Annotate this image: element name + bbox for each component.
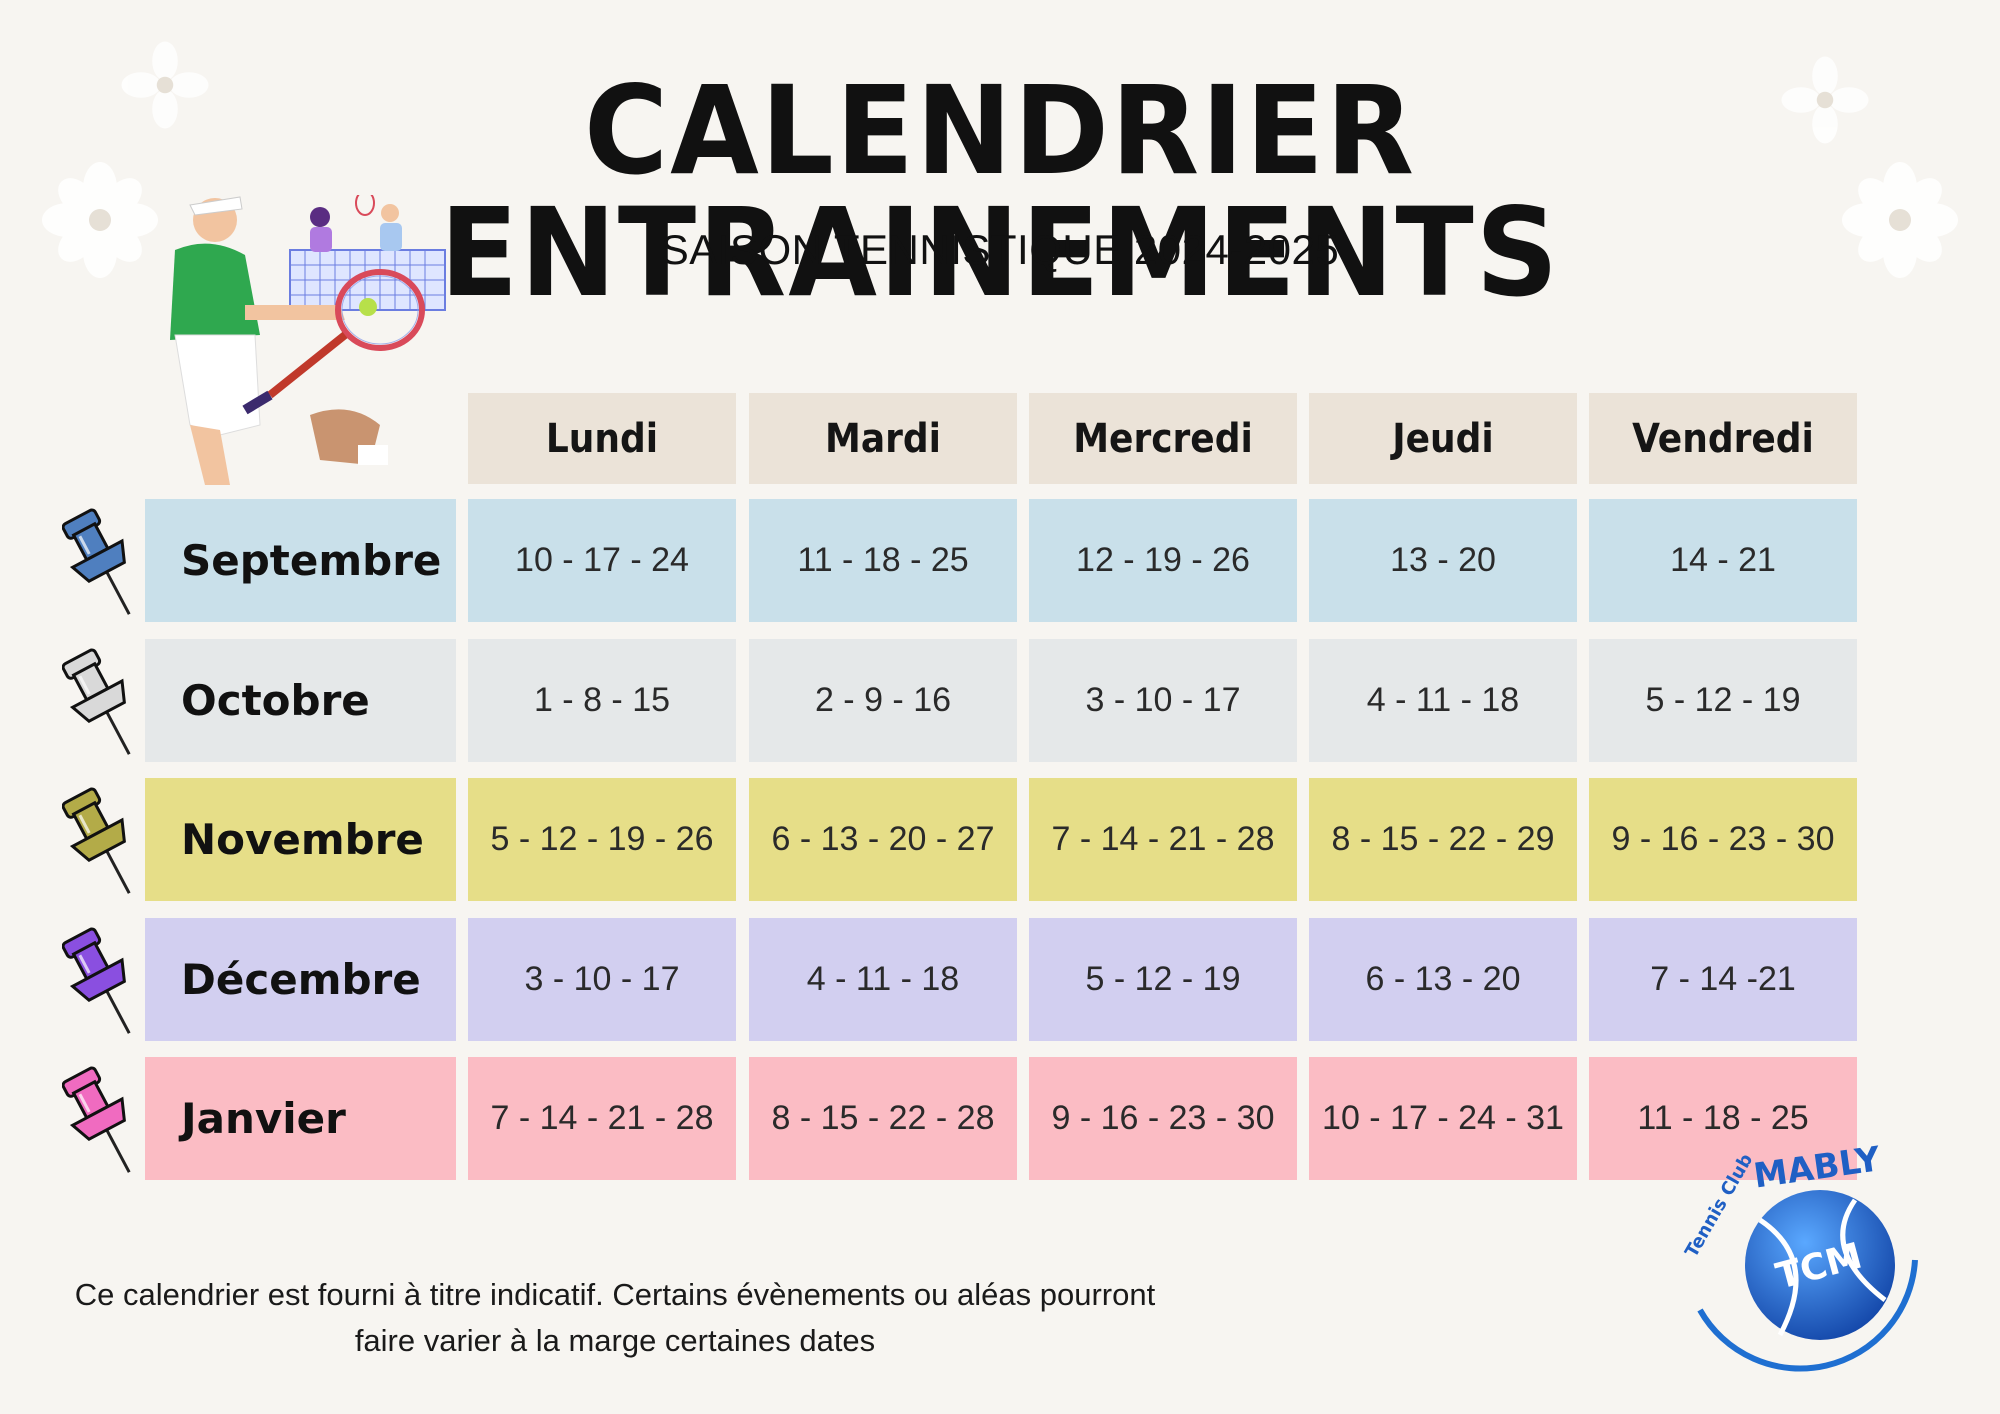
date-cell: 11 - 18 - 25 bbox=[749, 499, 1017, 622]
club-logo: TCM Tennis Club MABLY bbox=[1681, 1140, 1918, 1372]
flower-icon bbox=[42, 162, 158, 278]
date-cell: 6 - 13 - 20 - 27 bbox=[749, 778, 1017, 901]
month-label: Septembre bbox=[145, 499, 456, 622]
disclaimer-text: Ce calendrier est fourni à titre indicat… bbox=[40, 1272, 1190, 1364]
date-cell: 9 - 16 - 23 - 30 bbox=[1589, 778, 1857, 901]
page-subtitle: SAISON TENNISTIQUE 2024-2025 bbox=[660, 226, 1340, 273]
date-cell: 2 - 9 - 16 bbox=[749, 639, 1017, 762]
logo-club: Tennis Club bbox=[1681, 1150, 1757, 1261]
pushpin-icon bbox=[62, 1066, 131, 1173]
flower-icon bbox=[121, 41, 209, 129]
date-cell: 8 - 15 - 22 - 29 bbox=[1309, 778, 1577, 901]
month-label: Décembre bbox=[145, 918, 456, 1041]
tennis-players-illustration bbox=[170, 195, 446, 485]
day-header-3: Jeudi bbox=[1309, 393, 1577, 484]
date-cell: 9 - 16 - 23 - 30 bbox=[1029, 1057, 1297, 1180]
logo-name: MABLY bbox=[1751, 1140, 1883, 1197]
date-cell: 7 - 14 - 21 - 28 bbox=[468, 1057, 736, 1180]
date-cell: 3 - 10 - 17 bbox=[468, 918, 736, 1041]
pushpin-icon bbox=[62, 927, 131, 1034]
date-cell: 11 - 18 - 25 bbox=[1589, 1057, 1857, 1180]
day-header-2: Mercredi bbox=[1029, 393, 1297, 484]
date-cell: 5 - 12 - 19 bbox=[1029, 918, 1297, 1041]
day-header-0: Lundi bbox=[468, 393, 736, 484]
date-cell: 5 - 12 - 19 bbox=[1589, 639, 1857, 762]
pushpin-icon bbox=[62, 787, 131, 894]
date-cell: 10 - 17 - 24 bbox=[468, 499, 736, 622]
date-cell: 5 - 12 - 19 - 26 bbox=[468, 778, 736, 901]
date-cell: 6 - 13 - 20 bbox=[1309, 918, 1577, 1041]
pushpin-icon bbox=[62, 648, 131, 755]
pushpin-icon bbox=[62, 508, 131, 615]
flower-icon bbox=[1842, 162, 1958, 278]
month-label: Novembre bbox=[145, 778, 456, 901]
date-cell: 10 - 17 - 24 - 31 bbox=[1309, 1057, 1577, 1180]
date-cell: 1 - 8 - 15 bbox=[468, 639, 736, 762]
date-cell: 8 - 15 - 22 - 28 bbox=[749, 1057, 1017, 1180]
date-cell: 14 - 21 bbox=[1589, 499, 1857, 622]
month-label: Janvier bbox=[145, 1057, 456, 1180]
month-label: Octobre bbox=[145, 639, 456, 762]
date-cell: 12 - 19 - 26 bbox=[1029, 499, 1297, 622]
day-header-1: Mardi bbox=[749, 393, 1017, 484]
date-cell: 7 - 14 -21 bbox=[1589, 918, 1857, 1041]
flower-icon bbox=[1781, 56, 1869, 144]
date-cell: 13 - 20 bbox=[1309, 499, 1577, 622]
disclaimer-line-2: faire varier à la marge certaines dates bbox=[354, 1323, 876, 1358]
day-header-4: Vendredi bbox=[1589, 393, 1857, 484]
date-cell: 7 - 14 - 21 - 28 bbox=[1029, 778, 1297, 901]
disclaimer-line-1: Ce calendrier est fourni à titre indicat… bbox=[74, 1277, 1156, 1312]
page-title: CALENDRIER ENTRAINEMENTS bbox=[439, 60, 1561, 324]
date-cell: 3 - 10 - 17 bbox=[1029, 639, 1297, 762]
date-cell: 4 - 11 - 18 bbox=[749, 918, 1017, 1041]
date-cell: 4 - 11 - 18 bbox=[1309, 639, 1577, 762]
